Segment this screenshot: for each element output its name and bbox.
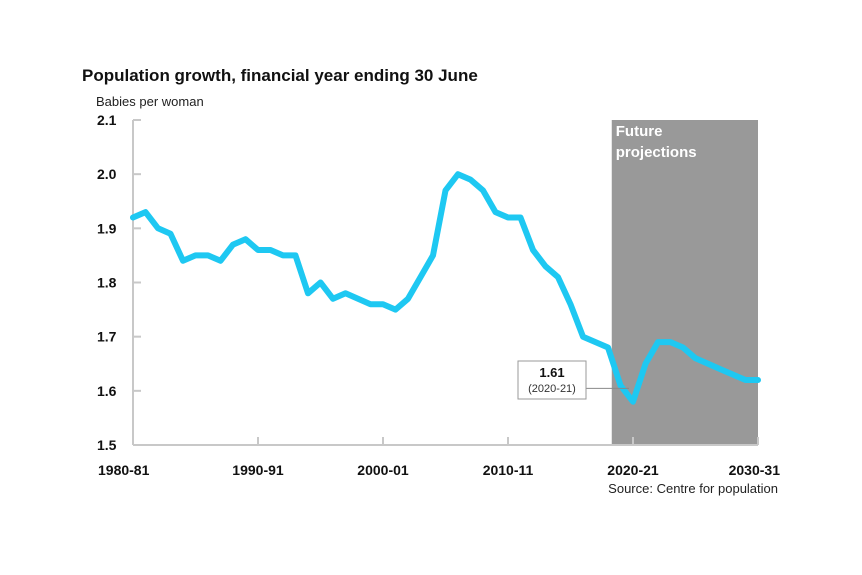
data-point bbox=[583, 336, 584, 337]
data-point bbox=[183, 260, 184, 261]
data-point bbox=[158, 228, 159, 229]
y-tick-label: 2.0 bbox=[97, 166, 117, 182]
y-tick-label: 1.9 bbox=[97, 220, 117, 236]
data-point bbox=[358, 298, 359, 299]
data-point bbox=[508, 217, 509, 218]
data-point bbox=[195, 255, 196, 256]
data-point bbox=[308, 293, 309, 294]
data-point bbox=[145, 212, 146, 213]
data-point bbox=[733, 374, 734, 375]
data-point bbox=[170, 233, 171, 234]
data-point bbox=[208, 255, 209, 256]
data-point bbox=[495, 212, 496, 213]
data-point bbox=[533, 250, 534, 251]
data-point bbox=[620, 385, 621, 386]
data-point bbox=[645, 363, 646, 364]
y-tick-label: 1.5 bbox=[97, 437, 117, 453]
x-tick-label: 2010-11 bbox=[483, 462, 534, 478]
data-point bbox=[695, 358, 696, 359]
data-point bbox=[483, 190, 484, 191]
data-point bbox=[745, 380, 746, 381]
y-tick-label: 1.6 bbox=[97, 383, 117, 399]
data-point bbox=[245, 239, 246, 240]
source-note: Source: Centre for population bbox=[608, 481, 778, 496]
projection-label-line: Future bbox=[616, 123, 663, 140]
x-tick-label: 2000-01 bbox=[357, 462, 409, 478]
data-point bbox=[570, 304, 571, 305]
data-point bbox=[458, 174, 459, 175]
y-axis-unit-label: Babies per woman bbox=[96, 94, 204, 109]
x-tick-label: 2020-21 bbox=[607, 462, 659, 478]
data-point bbox=[295, 255, 296, 256]
y-tick-label: 2.1 bbox=[97, 112, 117, 128]
callout-value: 1.61 bbox=[539, 365, 564, 380]
x-tick-label: 1980-81 bbox=[98, 462, 150, 478]
y-tick-label: 1.8 bbox=[97, 275, 117, 291]
data-point bbox=[595, 342, 596, 343]
data-point bbox=[258, 250, 259, 251]
data-point bbox=[133, 217, 134, 218]
data-point bbox=[670, 342, 671, 343]
data-point bbox=[345, 293, 346, 294]
callout-period: (2020-21) bbox=[528, 383, 576, 395]
data-point bbox=[445, 190, 446, 191]
data-point bbox=[433, 255, 434, 256]
data-point bbox=[708, 363, 709, 364]
data-point bbox=[270, 250, 271, 251]
callout-box bbox=[517, 360, 587, 400]
data-point bbox=[333, 298, 334, 299]
data-point bbox=[758, 380, 759, 381]
projection-label-line: projections bbox=[616, 144, 697, 161]
data-point bbox=[220, 260, 221, 261]
data-point bbox=[383, 304, 384, 305]
x-tick-label: 2030-31 bbox=[729, 462, 781, 478]
data-point bbox=[608, 347, 609, 348]
data-point bbox=[395, 309, 396, 310]
data-point bbox=[683, 347, 684, 348]
data-point bbox=[720, 369, 721, 370]
data-point bbox=[283, 255, 284, 256]
data-point bbox=[320, 282, 321, 283]
data-point bbox=[408, 298, 409, 299]
data-point bbox=[470, 179, 471, 180]
y-tick-label: 1.7 bbox=[97, 329, 117, 345]
data-point bbox=[233, 244, 234, 245]
data-point bbox=[520, 217, 521, 218]
x-tick-label: 1990-91 bbox=[232, 462, 284, 478]
series-line bbox=[130, 171, 761, 405]
data-point bbox=[370, 304, 371, 305]
chart-title: Population growth, financial year ending… bbox=[82, 66, 478, 85]
data-point bbox=[658, 342, 659, 343]
data-point bbox=[633, 401, 634, 402]
data-point bbox=[420, 277, 421, 278]
data-point bbox=[558, 277, 559, 278]
data-point bbox=[545, 266, 546, 267]
